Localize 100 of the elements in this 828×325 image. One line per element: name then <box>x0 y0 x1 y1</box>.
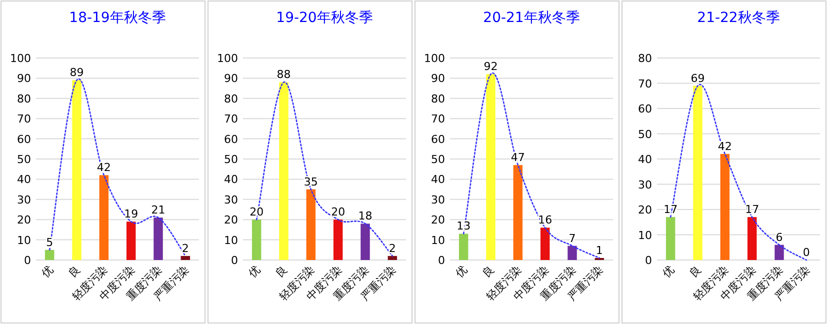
data-label: 18 <box>358 210 372 223</box>
line-series <box>48 78 186 257</box>
x-tick-label: 良 <box>686 262 704 280</box>
y-tick-label: 30 <box>431 193 445 206</box>
chart-title: 18-19年秋冬季 <box>69 10 166 26</box>
bar <box>154 218 163 260</box>
y-tick-label: 70 <box>638 77 652 90</box>
data-label: 2 <box>388 242 396 255</box>
x-tick-label: 优 <box>38 262 56 280</box>
x-tick-label: 良 <box>480 262 497 280</box>
y-tick-label: 10 <box>17 234 31 247</box>
y-tick-label: 20 <box>638 204 652 216</box>
y-tick-label: 80 <box>17 92 31 106</box>
y-tick-label: 50 <box>638 128 652 141</box>
bar <box>126 222 136 260</box>
bar <box>568 246 577 260</box>
bar <box>513 165 523 260</box>
y-tick-label: 30 <box>17 193 31 206</box>
data-label: 19 <box>124 208 138 221</box>
data-label: 16 <box>538 214 552 227</box>
y-tick-label: 100 <box>217 52 238 65</box>
bar <box>458 234 468 260</box>
y-tick-label: 60 <box>224 132 238 146</box>
y-tick-label: 0 <box>24 254 31 267</box>
y-tick-label: 40 <box>224 173 238 186</box>
bar <box>360 224 370 260</box>
data-label: 1 <box>596 244 603 257</box>
y-tick-label: 60 <box>431 132 445 146</box>
y-tick-label: 60 <box>17 132 31 146</box>
data-label: 42 <box>718 140 732 153</box>
bar <box>72 80 82 260</box>
data-label: 42 <box>96 161 111 174</box>
data-label: 7 <box>568 232 576 245</box>
y-tick-label: 60 <box>638 102 652 116</box>
bar <box>333 220 343 260</box>
data-label: 89 <box>70 66 84 80</box>
data-label: 69 <box>690 72 705 85</box>
bar <box>693 86 702 260</box>
y-tick-label: 20 <box>224 214 238 227</box>
data-label: 17 <box>745 203 760 216</box>
y-tick-label: 50 <box>17 153 31 166</box>
data-label: 47 <box>510 151 525 164</box>
data-label: 88 <box>276 68 291 82</box>
bar <box>306 189 316 260</box>
x-tick-label: 优 <box>246 262 263 280</box>
y-tick-label: 40 <box>638 153 652 166</box>
bar <box>747 217 757 260</box>
y-tick-label: 40 <box>431 173 445 186</box>
y-tick-label: 30 <box>224 193 238 206</box>
data-label: 6 <box>776 230 783 244</box>
bar <box>279 82 288 260</box>
chart-title: 21-22秋冬季 <box>697 10 780 26</box>
y-tick-label: 10 <box>224 234 238 247</box>
x-tick-label: 良 <box>66 262 83 280</box>
data-label: 5 <box>46 236 54 249</box>
data-label: 17 <box>664 203 678 216</box>
y-tick-label: 70 <box>224 112 238 126</box>
x-tick-label: 良 <box>272 262 290 280</box>
y-tick-label: 90 <box>17 72 31 86</box>
y-tick-label: 50 <box>431 153 445 166</box>
y-tick-label: 100 <box>10 52 31 65</box>
y-tick-label: 0 <box>645 254 652 267</box>
bar <box>252 220 262 260</box>
data-label: 13 <box>456 220 471 233</box>
bar <box>486 74 496 260</box>
y-tick-label: 90 <box>224 72 238 86</box>
x-tick-label: 优 <box>452 262 470 280</box>
data-label: 35 <box>304 175 318 188</box>
y-tick-label: 70 <box>431 112 445 126</box>
y-tick-label: 50 <box>224 153 238 166</box>
y-tick-label: 30 <box>638 178 652 192</box>
data-label: 2 <box>182 242 189 255</box>
y-tick-label: 40 <box>17 173 31 186</box>
bar <box>99 175 109 260</box>
bar <box>720 154 730 260</box>
bar <box>774 244 784 260</box>
y-tick-label: 0 <box>231 254 238 267</box>
y-tick-label: 0 <box>438 254 445 267</box>
bar <box>180 256 190 260</box>
data-label: 0 <box>802 246 810 259</box>
bar <box>44 250 54 260</box>
data-label: 20 <box>331 206 346 219</box>
bar <box>666 217 676 260</box>
chart-title: 19-20年秋冬季 <box>276 10 373 26</box>
y-tick-label: 80 <box>638 52 652 65</box>
y-tick-label: 70 <box>17 112 31 126</box>
y-tick-label: 20 <box>17 214 31 227</box>
bar <box>540 228 550 260</box>
bar <box>388 256 398 260</box>
data-label: 92 <box>484 60 498 74</box>
chart-title: 20-21年秋冬季 <box>483 10 580 26</box>
y-tick-label: 80 <box>224 92 238 106</box>
y-tick-label: 100 <box>424 52 445 65</box>
x-tick-label: 优 <box>660 262 677 280</box>
y-tick-label: 20 <box>431 214 445 227</box>
y-tick-label: 90 <box>431 72 445 86</box>
data-label: 20 <box>250 206 264 219</box>
y-tick-label: 10 <box>638 228 652 242</box>
y-tick-label: 10 <box>431 234 445 247</box>
data-label: 21 <box>151 204 166 217</box>
